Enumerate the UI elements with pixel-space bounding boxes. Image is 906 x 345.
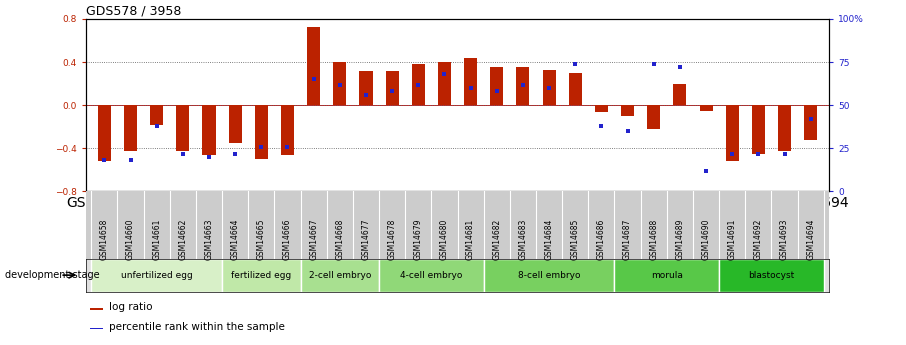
Bar (778, 105, 791, 150)
Bar (222, 259, 301, 292)
Bar (673, 83, 687, 105)
Bar (614, 259, 719, 292)
Text: GDS578 / 3958: GDS578 / 3958 (86, 5, 181, 18)
Bar (726, 105, 738, 161)
Text: percentile rank within the sample: percentile rank within the sample (109, 322, 285, 332)
Bar (438, 62, 451, 105)
Bar (484, 259, 614, 292)
Bar (621, 105, 634, 116)
Bar (543, 70, 555, 105)
Bar (490, 68, 504, 105)
Bar (464, 58, 477, 105)
Bar (90, 328, 103, 329)
Bar (98, 105, 111, 161)
Bar (569, 73, 582, 105)
Text: blastocyst: blastocyst (748, 270, 795, 280)
Bar (333, 62, 346, 105)
Bar (360, 71, 372, 105)
Text: development stage: development stage (5, 270, 99, 280)
Bar (228, 105, 242, 143)
Bar (411, 64, 425, 105)
Bar (90, 308, 103, 310)
Bar (124, 105, 137, 150)
Bar (719, 259, 824, 292)
Bar (595, 105, 608, 112)
Text: morula: morula (651, 270, 683, 280)
Text: unfertilized egg: unfertilized egg (120, 270, 193, 280)
Bar (647, 105, 660, 129)
Bar (379, 259, 484, 292)
Text: 8-cell embryo: 8-cell embryo (518, 270, 581, 280)
Bar (516, 68, 529, 105)
Text: 2-cell embryo: 2-cell embryo (309, 270, 371, 280)
Bar (150, 105, 163, 125)
Text: fertilized egg: fertilized egg (231, 270, 292, 280)
Bar (92, 259, 222, 292)
Bar (752, 105, 765, 154)
Bar (699, 105, 713, 111)
Bar (301, 259, 379, 292)
Text: 4-cell embryo: 4-cell embryo (400, 270, 463, 280)
Text: log ratio: log ratio (109, 303, 152, 313)
Bar (805, 105, 817, 140)
Bar (202, 105, 216, 155)
Bar (177, 105, 189, 150)
Bar (255, 105, 268, 159)
Bar (307, 27, 320, 105)
Bar (386, 71, 399, 105)
Bar (281, 105, 294, 155)
